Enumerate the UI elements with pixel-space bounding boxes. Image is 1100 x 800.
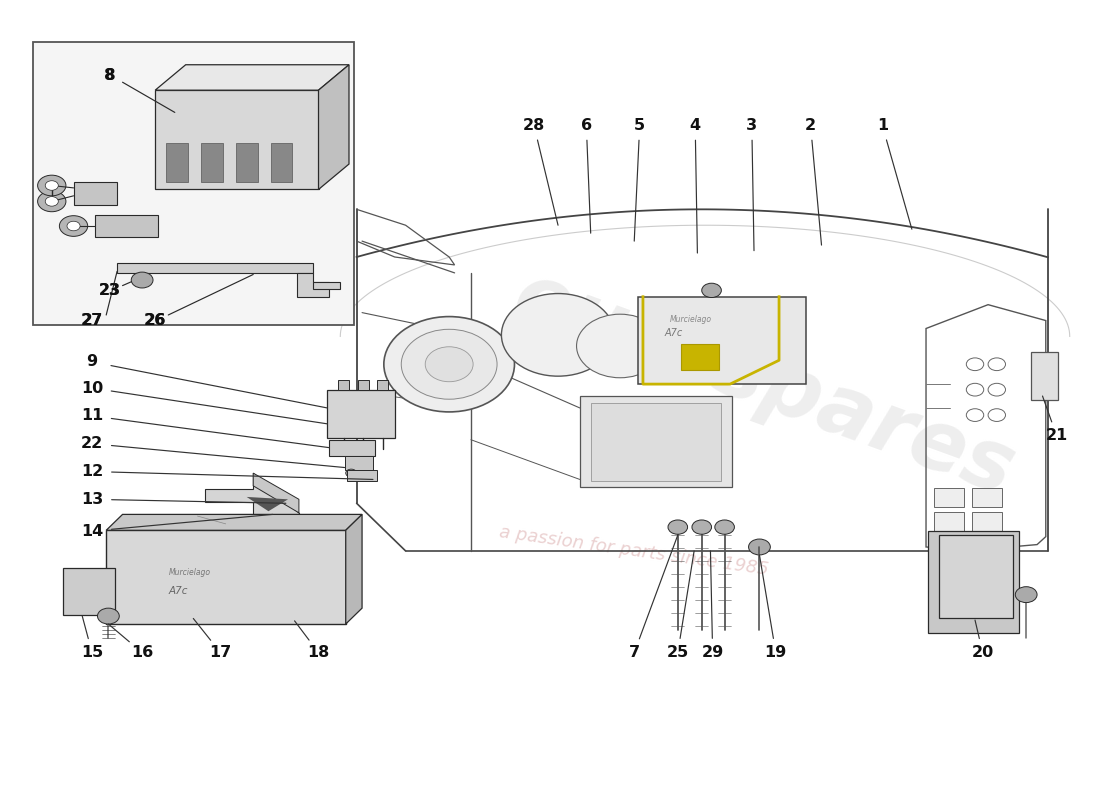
Text: 4: 4 [690, 118, 701, 134]
Circle shape [702, 283, 722, 298]
Bar [96, 215, 158, 237]
Bar [934, 512, 964, 531]
Text: 18: 18 [307, 645, 330, 660]
Text: 9: 9 [87, 354, 98, 370]
Text: Murcielago: Murcielago [169, 568, 211, 577]
Text: 23: 23 [98, 283, 121, 298]
Text: 29: 29 [702, 645, 724, 660]
Text: 8: 8 [104, 68, 114, 83]
Polygon shape [358, 380, 368, 390]
Circle shape [45, 181, 58, 190]
Bar [235, 143, 257, 182]
Text: 21: 21 [1045, 428, 1068, 443]
Text: A7c: A7c [168, 586, 188, 596]
Circle shape [1015, 586, 1037, 602]
Bar [934, 488, 964, 507]
Text: 17: 17 [209, 645, 232, 660]
Bar [344, 456, 373, 470]
Polygon shape [314, 282, 340, 289]
Bar [580, 396, 733, 487]
Polygon shape [117, 263, 314, 273]
Text: 26: 26 [144, 313, 166, 328]
Text: 3: 3 [746, 118, 758, 134]
Circle shape [692, 520, 712, 534]
Text: 5: 5 [634, 118, 646, 134]
Bar [271, 143, 293, 182]
Circle shape [749, 539, 770, 555]
Polygon shape [246, 497, 288, 511]
Text: 27: 27 [81, 313, 102, 328]
Text: A7c: A7c [664, 329, 683, 338]
Circle shape [715, 520, 735, 534]
Polygon shape [155, 90, 319, 190]
Polygon shape [107, 530, 345, 624]
Bar [1031, 352, 1058, 400]
Text: Murcielago: Murcielago [670, 315, 712, 324]
Text: 25: 25 [667, 645, 689, 660]
Text: 8: 8 [103, 68, 116, 83]
Circle shape [384, 317, 515, 412]
Polygon shape [107, 514, 362, 530]
Circle shape [59, 216, 88, 236]
Circle shape [426, 346, 473, 382]
Circle shape [37, 191, 66, 212]
Bar [33, 42, 354, 325]
Text: 16: 16 [131, 645, 153, 660]
Text: a passion for parts since 1985: a passion for parts since 1985 [498, 523, 770, 578]
Text: 10: 10 [81, 381, 103, 395]
Text: 27: 27 [81, 313, 103, 328]
Text: 12: 12 [81, 464, 103, 479]
Polygon shape [345, 514, 362, 624]
Polygon shape [338, 380, 349, 390]
Polygon shape [297, 273, 329, 297]
Text: 11: 11 [81, 408, 103, 423]
Bar [201, 143, 222, 182]
Polygon shape [155, 65, 349, 90]
Text: 26: 26 [144, 313, 166, 328]
Text: eurospares: eurospares [504, 256, 1026, 512]
Bar [681, 344, 719, 370]
Bar [346, 470, 377, 481]
Polygon shape [206, 473, 299, 526]
Text: 6: 6 [581, 118, 592, 134]
Circle shape [131, 272, 153, 288]
Bar [939, 535, 1013, 618]
Text: 19: 19 [764, 645, 786, 660]
Text: 2: 2 [805, 118, 816, 134]
Text: 15: 15 [81, 645, 103, 660]
Polygon shape [197, 516, 226, 524]
Circle shape [45, 197, 58, 206]
Circle shape [576, 314, 663, 378]
Text: 20: 20 [971, 645, 993, 660]
Bar [74, 182, 117, 206]
Circle shape [37, 175, 66, 196]
Circle shape [98, 608, 119, 624]
Bar [63, 569, 114, 614]
Text: 1: 1 [877, 118, 888, 134]
Bar [166, 143, 188, 182]
Circle shape [402, 330, 497, 399]
Circle shape [502, 294, 615, 376]
Text: 13: 13 [81, 492, 103, 507]
Bar [327, 390, 395, 438]
Bar [591, 403, 722, 481]
Polygon shape [377, 380, 388, 390]
Polygon shape [319, 65, 349, 190]
Text: 28: 28 [522, 118, 546, 134]
Bar [971, 512, 1002, 531]
Bar [971, 488, 1002, 507]
Circle shape [67, 222, 80, 230]
Text: 22: 22 [81, 436, 103, 451]
Text: 23: 23 [99, 283, 120, 298]
Bar [638, 297, 806, 384]
Polygon shape [253, 473, 299, 513]
Text: 7: 7 [629, 645, 640, 660]
Polygon shape [928, 531, 1019, 633]
Bar [329, 440, 375, 456]
Circle shape [668, 520, 688, 534]
Circle shape [345, 469, 356, 477]
Text: 14: 14 [81, 523, 103, 538]
